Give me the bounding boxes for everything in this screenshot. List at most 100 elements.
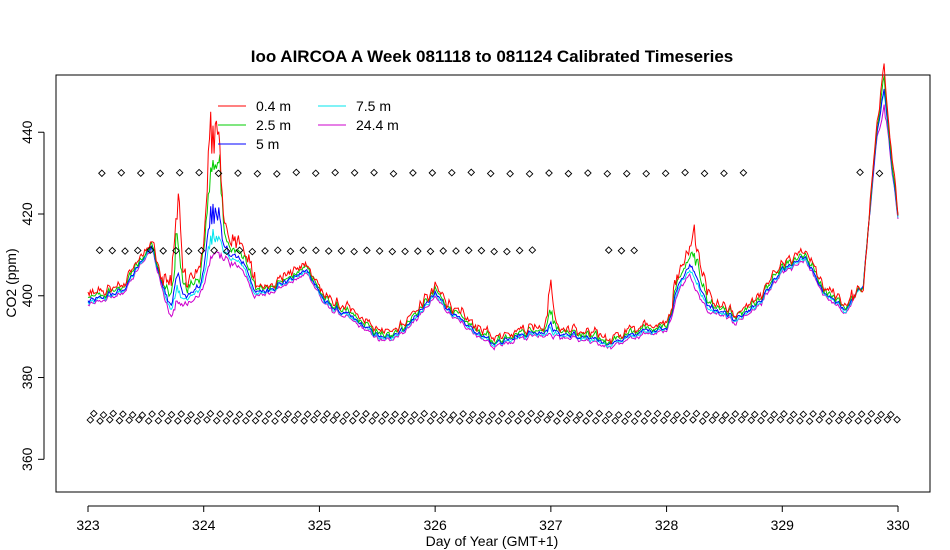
calibration-marker	[494, 417, 503, 425]
calibration-marker	[196, 410, 205, 419]
series-line-5-m	[87, 88, 899, 346]
calibration-marker	[261, 417, 270, 425]
y-tick-label: 380	[19, 366, 35, 390]
calibration-marker	[503, 247, 511, 256]
calibration-marker	[486, 169, 495, 178]
calibration-marker	[720, 169, 728, 178]
calibration-marker	[867, 409, 876, 418]
calibration-marker	[498, 410, 506, 418]
calibration-marker	[702, 410, 710, 419]
calibration-marker	[886, 410, 895, 419]
calibration-marker	[893, 415, 901, 424]
calibration-marker	[556, 409, 565, 418]
calibration-marker	[172, 246, 180, 255]
calibration-marker	[750, 410, 759, 419]
calibration-marker	[630, 417, 639, 426]
calibration-marker	[144, 417, 153, 425]
calibration-marker	[300, 417, 308, 425]
calibration-marker	[350, 168, 359, 177]
calibration-marker	[640, 417, 649, 425]
calibration-marker	[358, 416, 367, 424]
calibration-marker	[401, 247, 409, 256]
calibration-marker	[515, 246, 524, 255]
calibration-marker	[805, 417, 814, 426]
calibration-marker	[611, 416, 620, 425]
calibration-marker	[692, 409, 701, 418]
calibration-marker	[133, 246, 142, 255]
calibration-marker	[187, 410, 195, 419]
calibration-marker	[439, 247, 448, 255]
legend-label: 2.5 m	[256, 117, 291, 133]
calibration-marker	[273, 246, 282, 255]
calibration-marker	[391, 410, 399, 419]
calibration-marker	[525, 170, 534, 178]
calibration-marker	[420, 409, 429, 418]
calibration-marker	[426, 417, 435, 425]
calibration-marker	[857, 410, 866, 418]
legend-label: 7.5 m	[356, 98, 391, 114]
calibration-marker	[689, 416, 697, 424]
calibration-marker	[770, 410, 779, 419]
calibration-marker	[643, 409, 652, 418]
calibration-marker	[848, 410, 856, 419]
calibration-marker	[584, 169, 592, 177]
calibration-marker	[96, 417, 104, 425]
calibration-marker	[517, 410, 526, 418]
calibration-marker	[108, 246, 117, 255]
calibration-marker	[523, 416, 532, 425]
calibration-marker	[564, 169, 573, 178]
calibration-marker	[299, 246, 308, 255]
calibration-marker	[303, 410, 312, 419]
calibration-marker	[125, 416, 134, 425]
calibration-marker	[375, 247, 384, 255]
calibration-marker	[506, 169, 514, 178]
calibration-marker	[332, 411, 341, 419]
calibration-marker	[212, 416, 221, 425]
calibration-marker	[436, 416, 445, 425]
calibration-marker	[248, 247, 257, 256]
calibration-marker	[156, 169, 165, 178]
calibration-marker	[818, 410, 827, 418]
calibration-marker	[323, 410, 331, 418]
calibration-marker	[388, 247, 397, 256]
calibration-marker	[757, 416, 765, 425]
series-line-7-5-m	[87, 91, 899, 348]
calibration-marker	[264, 410, 273, 419]
series-layer	[87, 63, 899, 351]
x-tick-label: 326	[423, 517, 447, 533]
calibration-marker	[533, 416, 542, 424]
calibration-marker	[426, 247, 435, 256]
calibration-marker	[465, 416, 474, 425]
legend: 0.4 m 2.5 m 5 m 7.5 m 24.4 m	[218, 98, 399, 152]
calibration-marker	[284, 410, 293, 418]
calibration-marker	[245, 410, 254, 418]
calibration-marker	[98, 169, 106, 178]
calibration-marker	[488, 411, 497, 419]
calibration-marker	[449, 411, 458, 419]
calibration-marker	[241, 416, 250, 425]
calibration-marker	[875, 169, 884, 178]
calibration-marker	[331, 168, 340, 177]
calibration-marker	[796, 417, 804, 425]
calibration-marker	[274, 409, 283, 418]
calibration-marker	[280, 415, 289, 424]
calibration-marker	[546, 410, 555, 419]
calibration-marker	[572, 416, 581, 425]
calibration-marker	[514, 416, 522, 425]
calibration-marker	[271, 417, 279, 425]
calibration-marker	[504, 416, 513, 425]
legend-label: 0.4 m	[256, 98, 291, 114]
calibration-marker	[337, 247, 346, 255]
calibration-marker	[653, 409, 662, 418]
calibration-marker	[737, 415, 746, 424]
calibration-marker	[614, 411, 623, 419]
calibration-marker	[117, 168, 126, 177]
calibration-marker	[669, 416, 678, 425]
calibration-marker	[708, 416, 717, 425]
calibration-marker	[159, 247, 168, 255]
calibration-marker	[527, 409, 536, 418]
calibration-marker	[329, 416, 338, 425]
calibration-marker	[864, 417, 872, 425]
x-tick-label: 324	[192, 517, 216, 533]
calibration-marker	[378, 417, 386, 425]
